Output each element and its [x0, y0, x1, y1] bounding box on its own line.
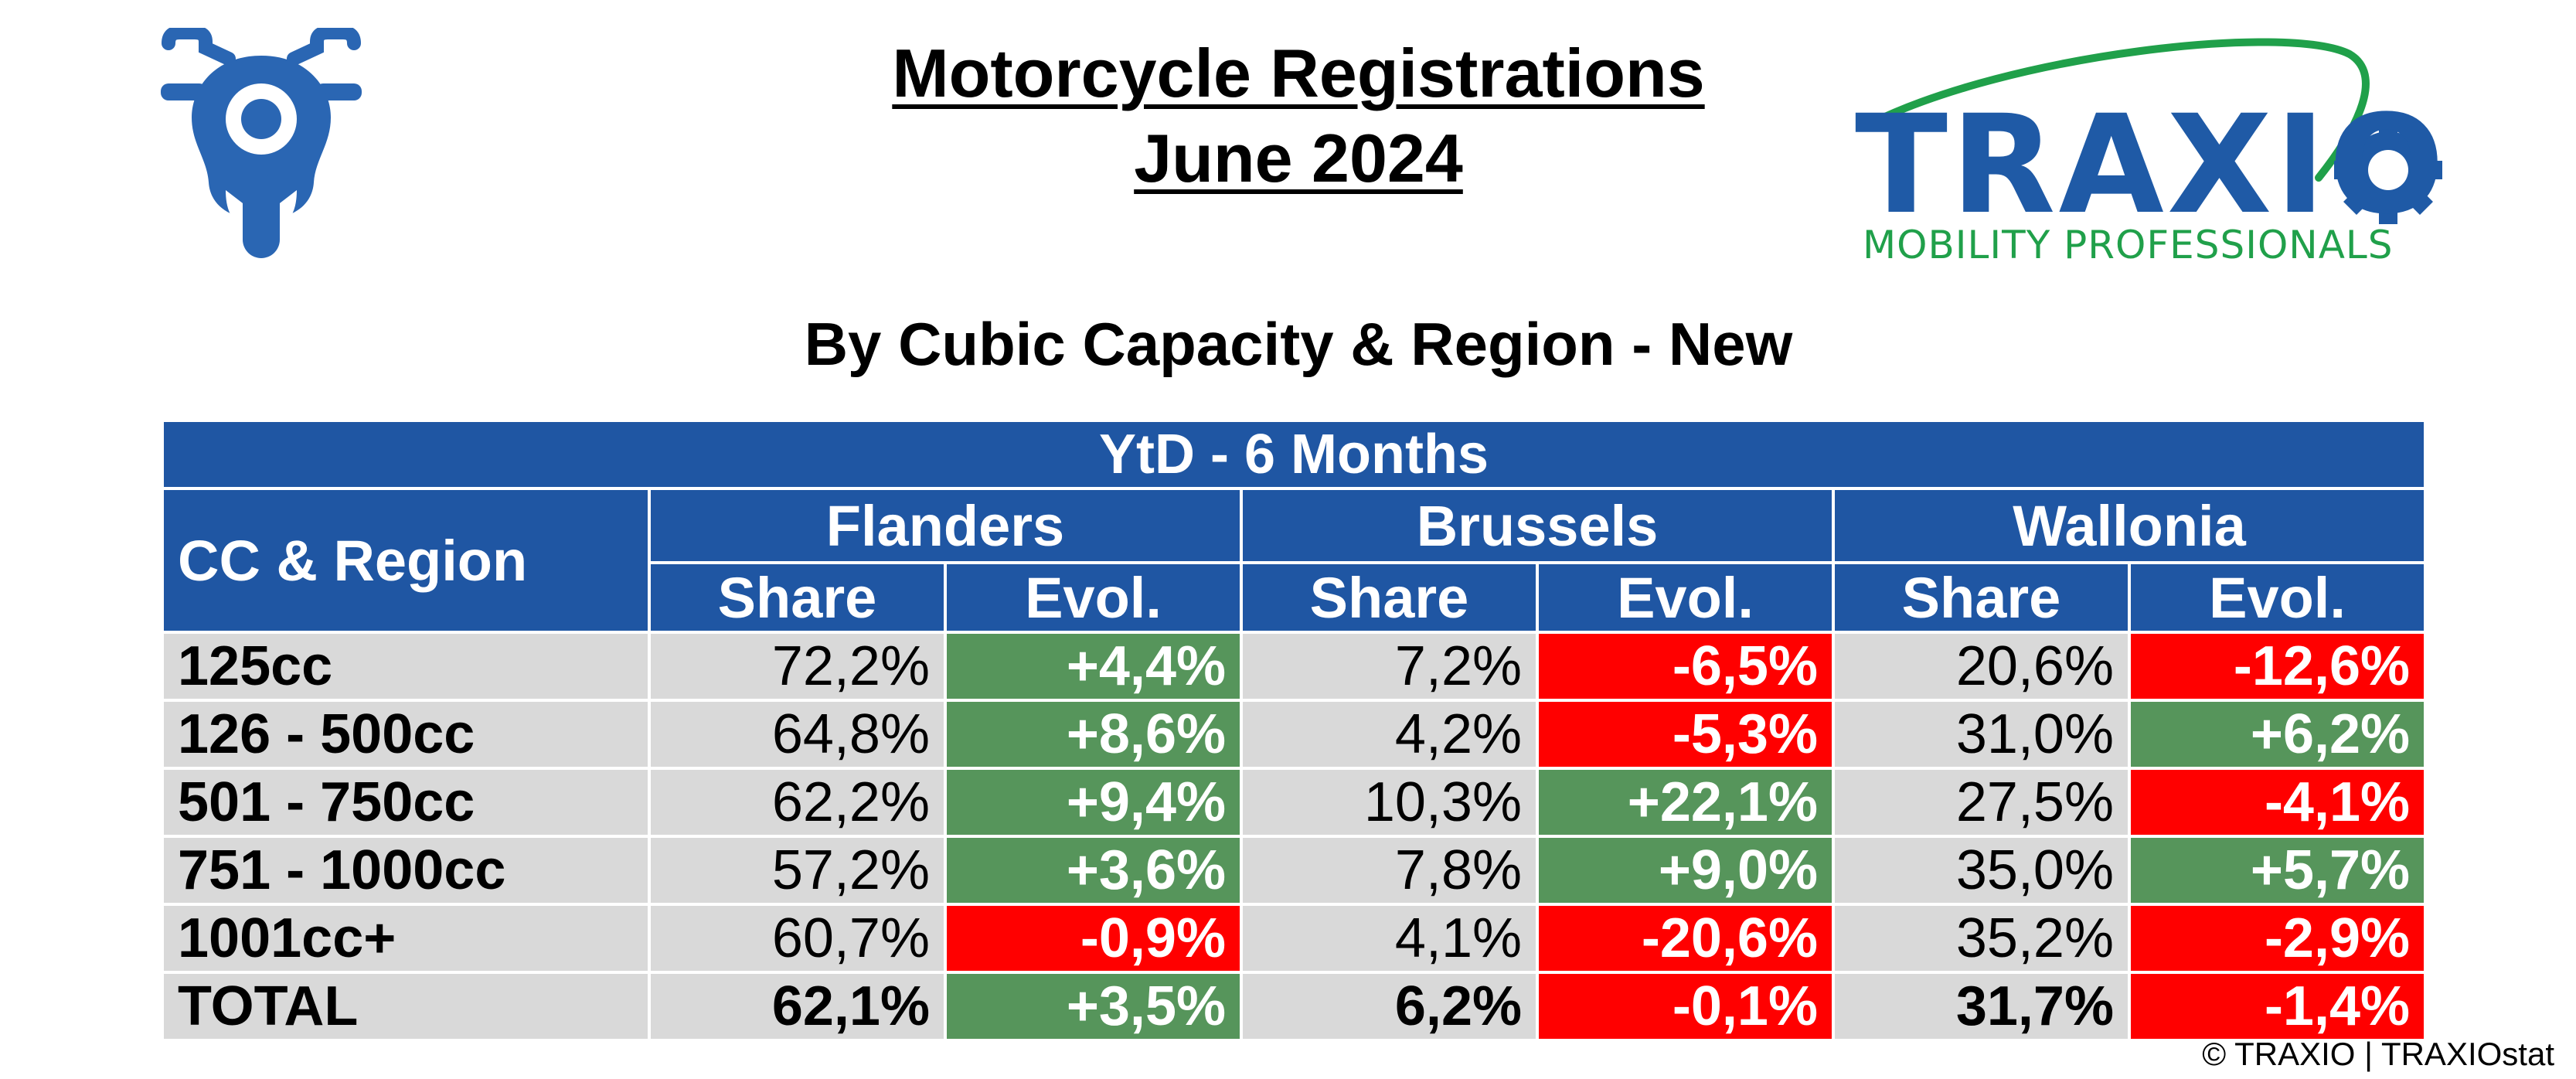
evol-header: Evol. — [944, 561, 1243, 634]
wallonia-evol: -1,4% — [2127, 971, 2428, 1042]
wallonia-share: 27,5% — [1832, 767, 2131, 838]
motorcycle-icon — [161, 28, 362, 258]
logo-wordmark: TRAXIO — [1855, 86, 2448, 244]
brussels-share: 4,1% — [1240, 903, 1539, 974]
wallonia-share: 31,0% — [1832, 699, 2131, 770]
logo-tagline: MOBILITY PROFESSIONALS — [1863, 223, 2394, 267]
wallonia-evol: -4,1% — [2127, 767, 2428, 838]
flanders-share: 62,2% — [648, 767, 947, 838]
share-header: Share — [1240, 561, 1539, 634]
region-header-flanders: Flanders — [648, 487, 1243, 564]
flanders-share: 64,8% — [648, 699, 947, 770]
flanders-evol: +9,4% — [944, 767, 1243, 838]
logo-arc-icon — [1866, 38, 2442, 224]
copyright-notice: © TRAXIO | TRAXIOstat — [2202, 1036, 2554, 1072]
wallonia-share: 35,0% — [1832, 835, 2131, 906]
brussels-share: 7,2% — [1240, 631, 1539, 702]
flanders-share: 57,2% — [648, 835, 947, 906]
period-header-row: YtD - 6 Months — [160, 419, 2428, 490]
flanders-evol: -0,9% — [944, 903, 1243, 974]
flanders-evol: +8,6% — [944, 699, 1243, 770]
evol-header: Evol. — [2127, 561, 2428, 634]
row-label: 501 - 750cc — [161, 767, 651, 838]
wallonia-evol: -2,9% — [2127, 903, 2428, 974]
flanders-share: 62,1% — [648, 971, 947, 1042]
row-label: TOTAL — [161, 971, 651, 1042]
brussels-share: 6,2% — [1240, 971, 1539, 1042]
table-row: 501 - 750cc 62,2% +9,4% 10,3% +22,1% 27,… — [161, 767, 2428, 838]
total-row: TOTAL 62,1% +3,5% 6,2% -0,1% 31,7% -1,4% — [161, 971, 2428, 1042]
metric-header-row: Share Evol. Share Evol. Share Evol. — [162, 561, 2428, 634]
brussels-evol: -5,3% — [1536, 699, 1835, 770]
share-header: Share — [1832, 561, 2131, 634]
brussels-evol: +9,0% — [1536, 835, 1835, 906]
region-header-wallonia: Wallonia — [1831, 487, 2428, 564]
flanders-evol: +3,6% — [944, 835, 1243, 906]
table-row: 125cc 72,2% +4,4% 7,2% -6,5% 20,6% -12,6… — [161, 631, 2428, 702]
brussels-share: 4,2% — [1240, 699, 1539, 770]
flanders-evol: +4,4% — [944, 631, 1243, 702]
share-header: Share — [648, 561, 947, 634]
title-line-1: Motorcycle Registrations — [892, 35, 1705, 111]
brussels-evol: -20,6% — [1536, 903, 1835, 974]
brussels-evol: +22,1% — [1536, 767, 1835, 838]
wallonia-evol: +5,7% — [2127, 835, 2428, 906]
wallonia-share: 31,7% — [1832, 971, 2131, 1042]
flanders-share: 60,7% — [648, 903, 947, 974]
row-label: 125cc — [161, 631, 651, 702]
page-title: Motorcycle Registrations June 2024 — [696, 31, 1901, 201]
title-line-2: June 2024 — [1134, 120, 1463, 196]
table-row: 1001cc+ 60,7% -0,9% 4,1% -20,6% 35,2% -2… — [161, 903, 2428, 974]
table-row: 126 - 500cc 64,8% +8,6% 4,2% -5,3% 31,0%… — [161, 699, 2428, 770]
evol-header: Evol. — [1536, 561, 1835, 634]
brussels-evol: -6,5% — [1536, 631, 1835, 702]
region-header-brussels: Brussels — [1240, 487, 1835, 564]
registrations-table: YtD - 6 Months CC & Region Flanders Brus… — [160, 419, 2428, 1042]
wallonia-evol: +6,2% — [2127, 699, 2428, 770]
table-row: 751 - 1000cc 57,2% +3,6% 7,8% +9,0% 35,0… — [161, 835, 2428, 906]
wallonia-share: 20,6% — [1832, 631, 2131, 702]
brussels-evol: -0,1% — [1536, 971, 1835, 1042]
wallonia-share: 35,2% — [1832, 903, 2131, 974]
wallonia-evol: -12,6% — [2127, 631, 2428, 702]
region-header-row: CC & Region Flanders Brussels Wallonia — [161, 487, 2428, 634]
flanders-evol: +3,5% — [944, 971, 1243, 1042]
traxio-logo: TRAXIO MOBILITY PROFESSIONALS — [1855, 23, 2445, 271]
row-label: 751 - 1000cc — [161, 835, 651, 906]
cc-region-header: CC & Region — [161, 487, 651, 634]
brussels-share: 7,8% — [1240, 835, 1539, 906]
table-subtitle: By Cubic Capacity & Region - New — [804, 310, 1793, 378]
row-label: 126 - 500cc — [161, 699, 651, 770]
brussels-share: 10,3% — [1240, 767, 1539, 838]
row-label: 1001cc+ — [161, 903, 651, 974]
period-header: YtD - 6 Months — [160, 419, 2428, 490]
flanders-share: 72,2% — [648, 631, 947, 702]
